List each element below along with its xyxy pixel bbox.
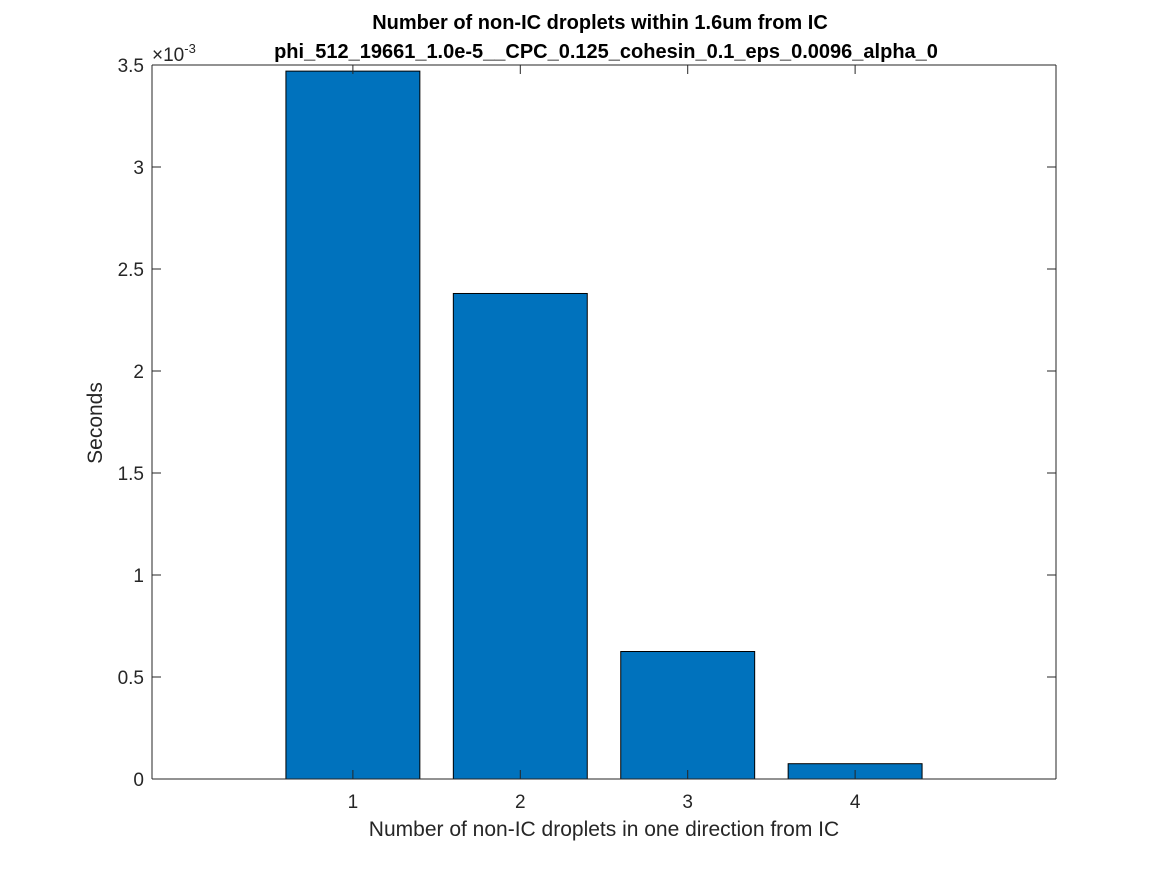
- bar-2: [452, 292, 588, 780]
- x-tick-label: 3: [682, 792, 693, 813]
- y-axis-label: Seconds: [84, 382, 107, 464]
- y-tick-label: 2.5: [118, 260, 144, 281]
- y-tick-label: 0.5: [118, 668, 144, 689]
- chart-subtitle: phi_512_19661_1.0e-5__CPC_0.125_cohesin_…: [274, 41, 938, 63]
- chart-title: Number of non-IC droplets within 1.6um f…: [372, 12, 828, 34]
- x-tick-label: 1: [348, 792, 359, 813]
- x-tick-label: 4: [850, 792, 861, 813]
- x-tick-label: 2: [515, 792, 526, 813]
- axes-frame: [151, 64, 1057, 780]
- y-tick-label: 3.5: [118, 56, 144, 77]
- y-axis-multiplier-exponent: -3: [184, 41, 196, 56]
- bar-3: [620, 651, 756, 780]
- bar-series: [285, 70, 923, 780]
- y-tick-label: 2: [133, 362, 144, 383]
- y-axis-multiplier: ×10-3: [152, 41, 196, 66]
- y-tick-label: 1: [133, 566, 144, 587]
- plot-area: 0 0.5 1 1.5 2 2.5 3 3.5 1 2 3 4: [118, 56, 1057, 813]
- y-tick-label: 1.5: [118, 464, 144, 485]
- y-tick-label: 3: [133, 158, 144, 179]
- bar-1: [285, 70, 421, 780]
- y-tick-label: 0: [133, 770, 144, 791]
- y-axis-multiplier-base: ×10: [152, 45, 184, 66]
- y-axis: 0 0.5 1 1.5 2 2.5 3 3.5: [118, 56, 1056, 791]
- x-axis: 1 2 3 4: [348, 65, 861, 813]
- x-axis-label: Number of non-IC droplets in one directi…: [369, 818, 839, 841]
